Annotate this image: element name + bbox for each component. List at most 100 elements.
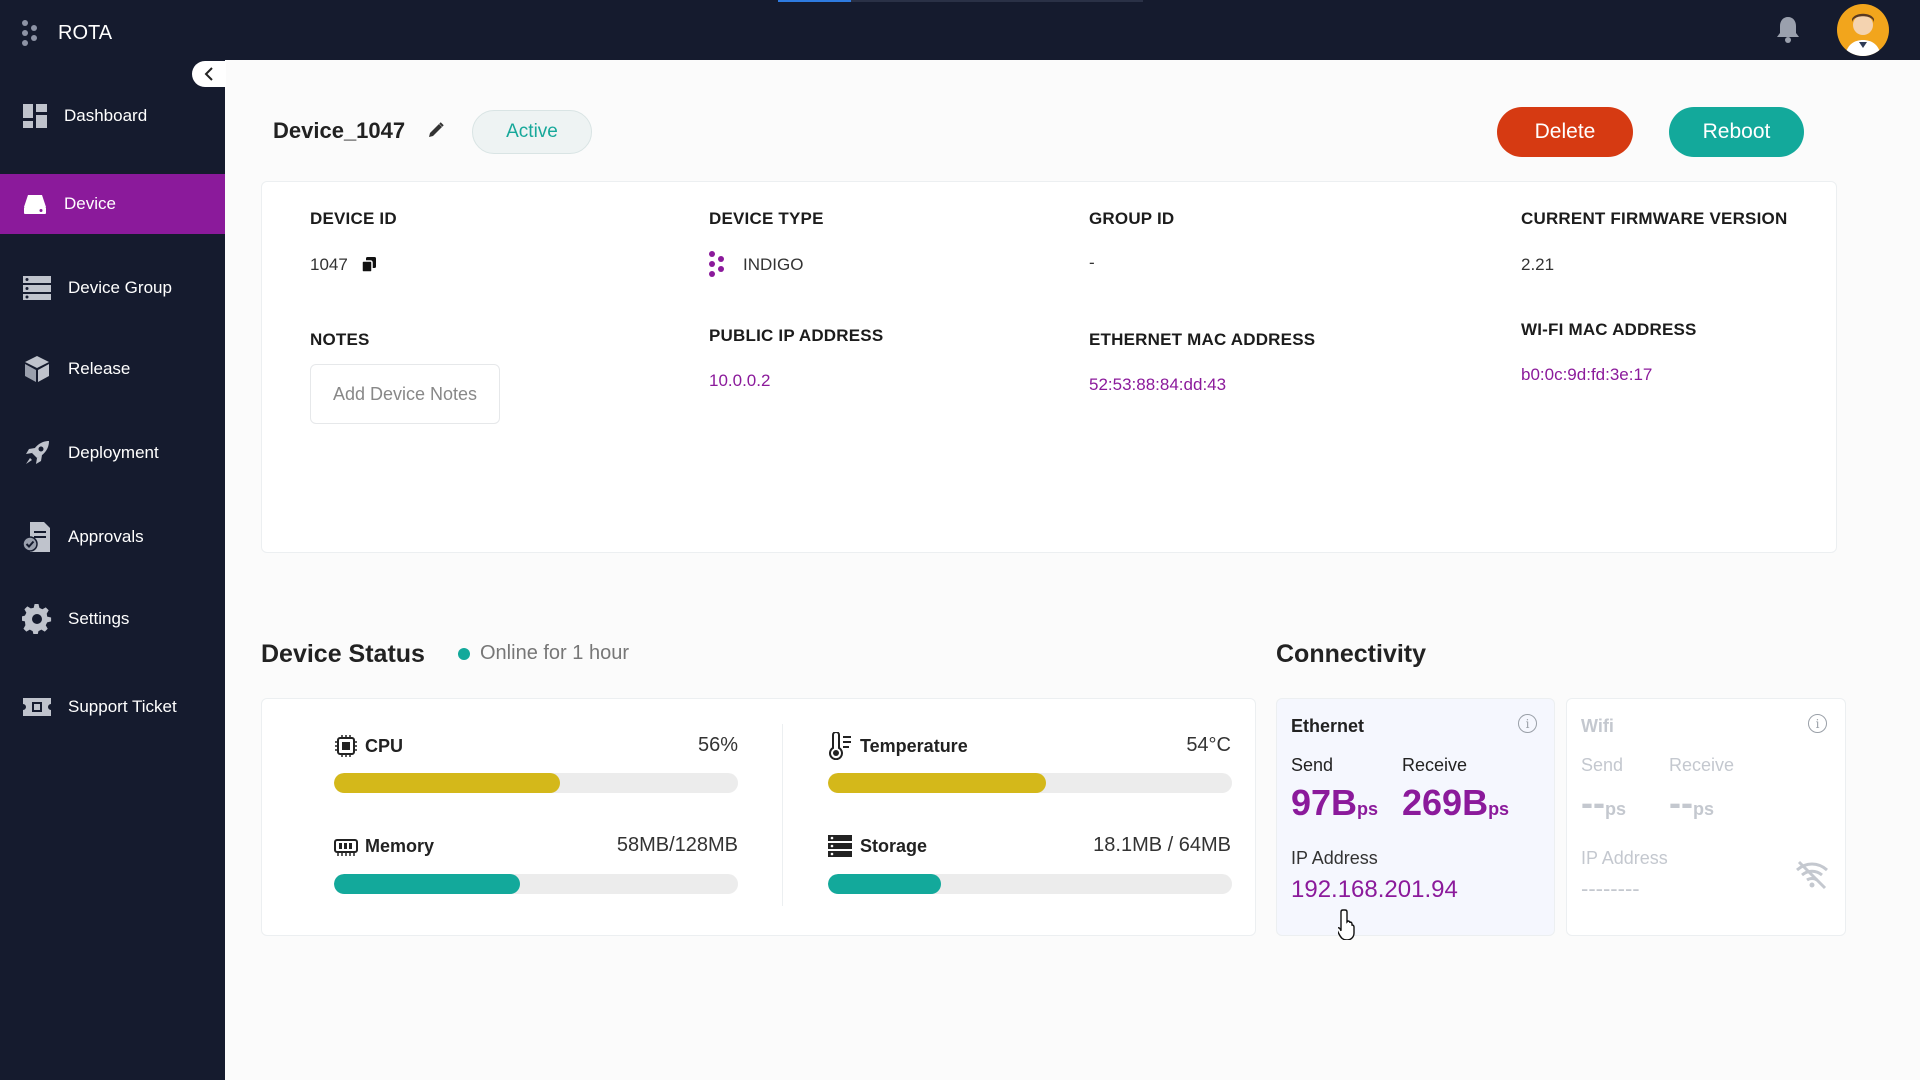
rota-logo-icon [22, 18, 42, 48]
dashboard-icon [23, 104, 47, 128]
ethernet-card[interactable] [1276, 698, 1555, 936]
public-ip-value: 10.0.0.2 [709, 371, 771, 390]
notes-label: NOTES [310, 330, 370, 349]
wifi-send-value: --ps [1581, 782, 1626, 823]
temperature-progress-bar [828, 773, 1232, 793]
temperature-label: Temperature [860, 735, 968, 756]
device-id-value: 1047 [310, 255, 348, 274]
sidebar-item-settings[interactable]: Settings [0, 589, 225, 649]
wifi-off-icon [1795, 860, 1829, 895]
sidebar-item-label: Device [64, 194, 116, 213]
sidebar-item-label: Deployment [68, 443, 159, 462]
device-group-icon [23, 276, 51, 300]
group-id-value: - [1089, 253, 1095, 272]
device-type-label: DEVICE TYPE [709, 209, 824, 228]
sidebar-item-label: Dashboard [64, 106, 148, 125]
device-status-card [261, 698, 1256, 936]
memory-module-icon [334, 838, 358, 856]
sidebar-item-release[interactable]: Release [0, 339, 225, 399]
sidebar-item-approvals[interactable]: Approvals [0, 507, 225, 567]
wifi-receive-label: Receive [1669, 755, 1735, 775]
cpu-progress-fill [334, 773, 561, 793]
wifi-ip-label: IP Address [1581, 848, 1668, 868]
sidebar-item-device-group[interactable]: Device Group [0, 258, 225, 318]
ethernet-ip-label: IP Address [1291, 848, 1378, 868]
storage-icon [828, 835, 852, 857]
reboot-button[interactable]: Reboot [1669, 107, 1804, 157]
device-title: Device_1047 [273, 118, 406, 143]
sidebar-item-device[interactable]: Device [0, 174, 225, 234]
wifi-mac-value: b0:0c:9d:fd:3e:17 [1521, 365, 1653, 384]
temperature-metric-label: Temperature [827, 732, 968, 760]
ethernet-receive-value: 269Bps [1402, 782, 1510, 823]
ticket-icon [23, 698, 51, 716]
public-ip-label: PUBLIC IP ADDRESS [709, 326, 884, 345]
firmware-label: CURRENT FIRMWARE VERSION [1521, 209, 1788, 228]
storage-progress-bar [828, 874, 1232, 894]
chevron-left-icon [204, 67, 213, 81]
online-dot [458, 647, 470, 660]
collapse-sidebar-button[interactable] [192, 61, 226, 87]
memory-label: Memory [365, 836, 435, 856]
storage-value: 18.1MB / 64MB [1093, 834, 1231, 856]
device-icon [24, 195, 46, 214]
memory-metric-label: Memory [334, 836, 434, 857]
cpu-value: 56% [697, 734, 738, 756]
cpu-chip-icon [335, 735, 357, 757]
device-info-card [261, 181, 1837, 553]
sidebar-item-label: Settings [68, 609, 130, 628]
indigo-device-icon [708, 250, 726, 283]
copy-icon[interactable] [361, 256, 377, 278]
loading-progress-bar [778, 0, 1143, 2]
hand-cursor-icon [1336, 908, 1362, 945]
sidebar-item-deployment[interactable]: Deployment [0, 423, 225, 483]
device-id-label: DEVICE ID [310, 209, 397, 228]
cpu-progress-bar [334, 773, 738, 793]
ethernet-send-label: Send [1291, 755, 1334, 775]
ethernet-send-value: 97Bps [1291, 782, 1379, 823]
ethernet-mac-value: 52:53:88:84:dd:43 [1089, 375, 1227, 394]
sidebar-item-label: Device Group [68, 278, 172, 297]
sidebar-item-label: Approvals [68, 527, 144, 546]
brand[interactable]: ROTA [22, 18, 112, 48]
wifi-send-label: Send [1581, 755, 1624, 775]
storage-progress-fill [828, 874, 942, 894]
device-status-title: Device Status [261, 640, 425, 668]
connectivity-title: Connectivity [1276, 640, 1427, 668]
rocket-icon [26, 441, 49, 464]
thermometer-icon [829, 732, 851, 760]
cpu-label: CPU [365, 735, 404, 756]
device-type-value: INDIGO [743, 255, 804, 274]
ethernet-title: Ethernet [1291, 716, 1365, 736]
release-box-icon [25, 356, 49, 382]
approvals-icon [22, 522, 50, 552]
wifi-receive-value: --ps [1669, 782, 1714, 823]
edit-pencil-icon[interactable] [427, 121, 445, 144]
sidebar-item-label: Support Ticket [68, 697, 177, 716]
wifi-card[interactable] [1566, 698, 1846, 936]
memory-progress-bar [334, 874, 738, 894]
top-bar: ROTA [0, 0, 1920, 60]
firmware-value: 2.21 [1521, 255, 1555, 274]
ethernet-info-icon[interactable]: i [1518, 714, 1537, 733]
user-avatar[interactable] [1837, 4, 1889, 56]
cpu-metric-label: CPU [334, 734, 403, 758]
wifi-info-icon[interactable]: i [1808, 714, 1827, 733]
ethernet-receive-label: Receive [1402, 755, 1468, 775]
bell-icon[interactable] [1774, 14, 1802, 44]
storage-metric-label: Storage [827, 834, 927, 858]
temperature-value: 54°C [1186, 734, 1231, 756]
status-badge: Active [472, 110, 592, 154]
status-divider [782, 724, 783, 906]
wifi-title: Wifi [1581, 716, 1614, 736]
add-device-notes-button[interactable]: Add Device Notes [310, 364, 500, 424]
temperature-progress-fill [828, 773, 1047, 793]
sidebar-item-label: Release [68, 359, 131, 378]
delete-button[interactable]: Delete [1497, 107, 1633, 157]
sidebar-item-dashboard[interactable]: Dashboard [0, 86, 225, 146]
app-name: ROTA [58, 21, 113, 44]
sidebar-item-support-ticket[interactable]: Support Ticket [0, 677, 225, 737]
gear-icon [22, 604, 52, 634]
wifi-mac-label: WI-FI MAC ADDRESS [1521, 320, 1697, 339]
online-text: Online for 1 hour [480, 642, 629, 664]
